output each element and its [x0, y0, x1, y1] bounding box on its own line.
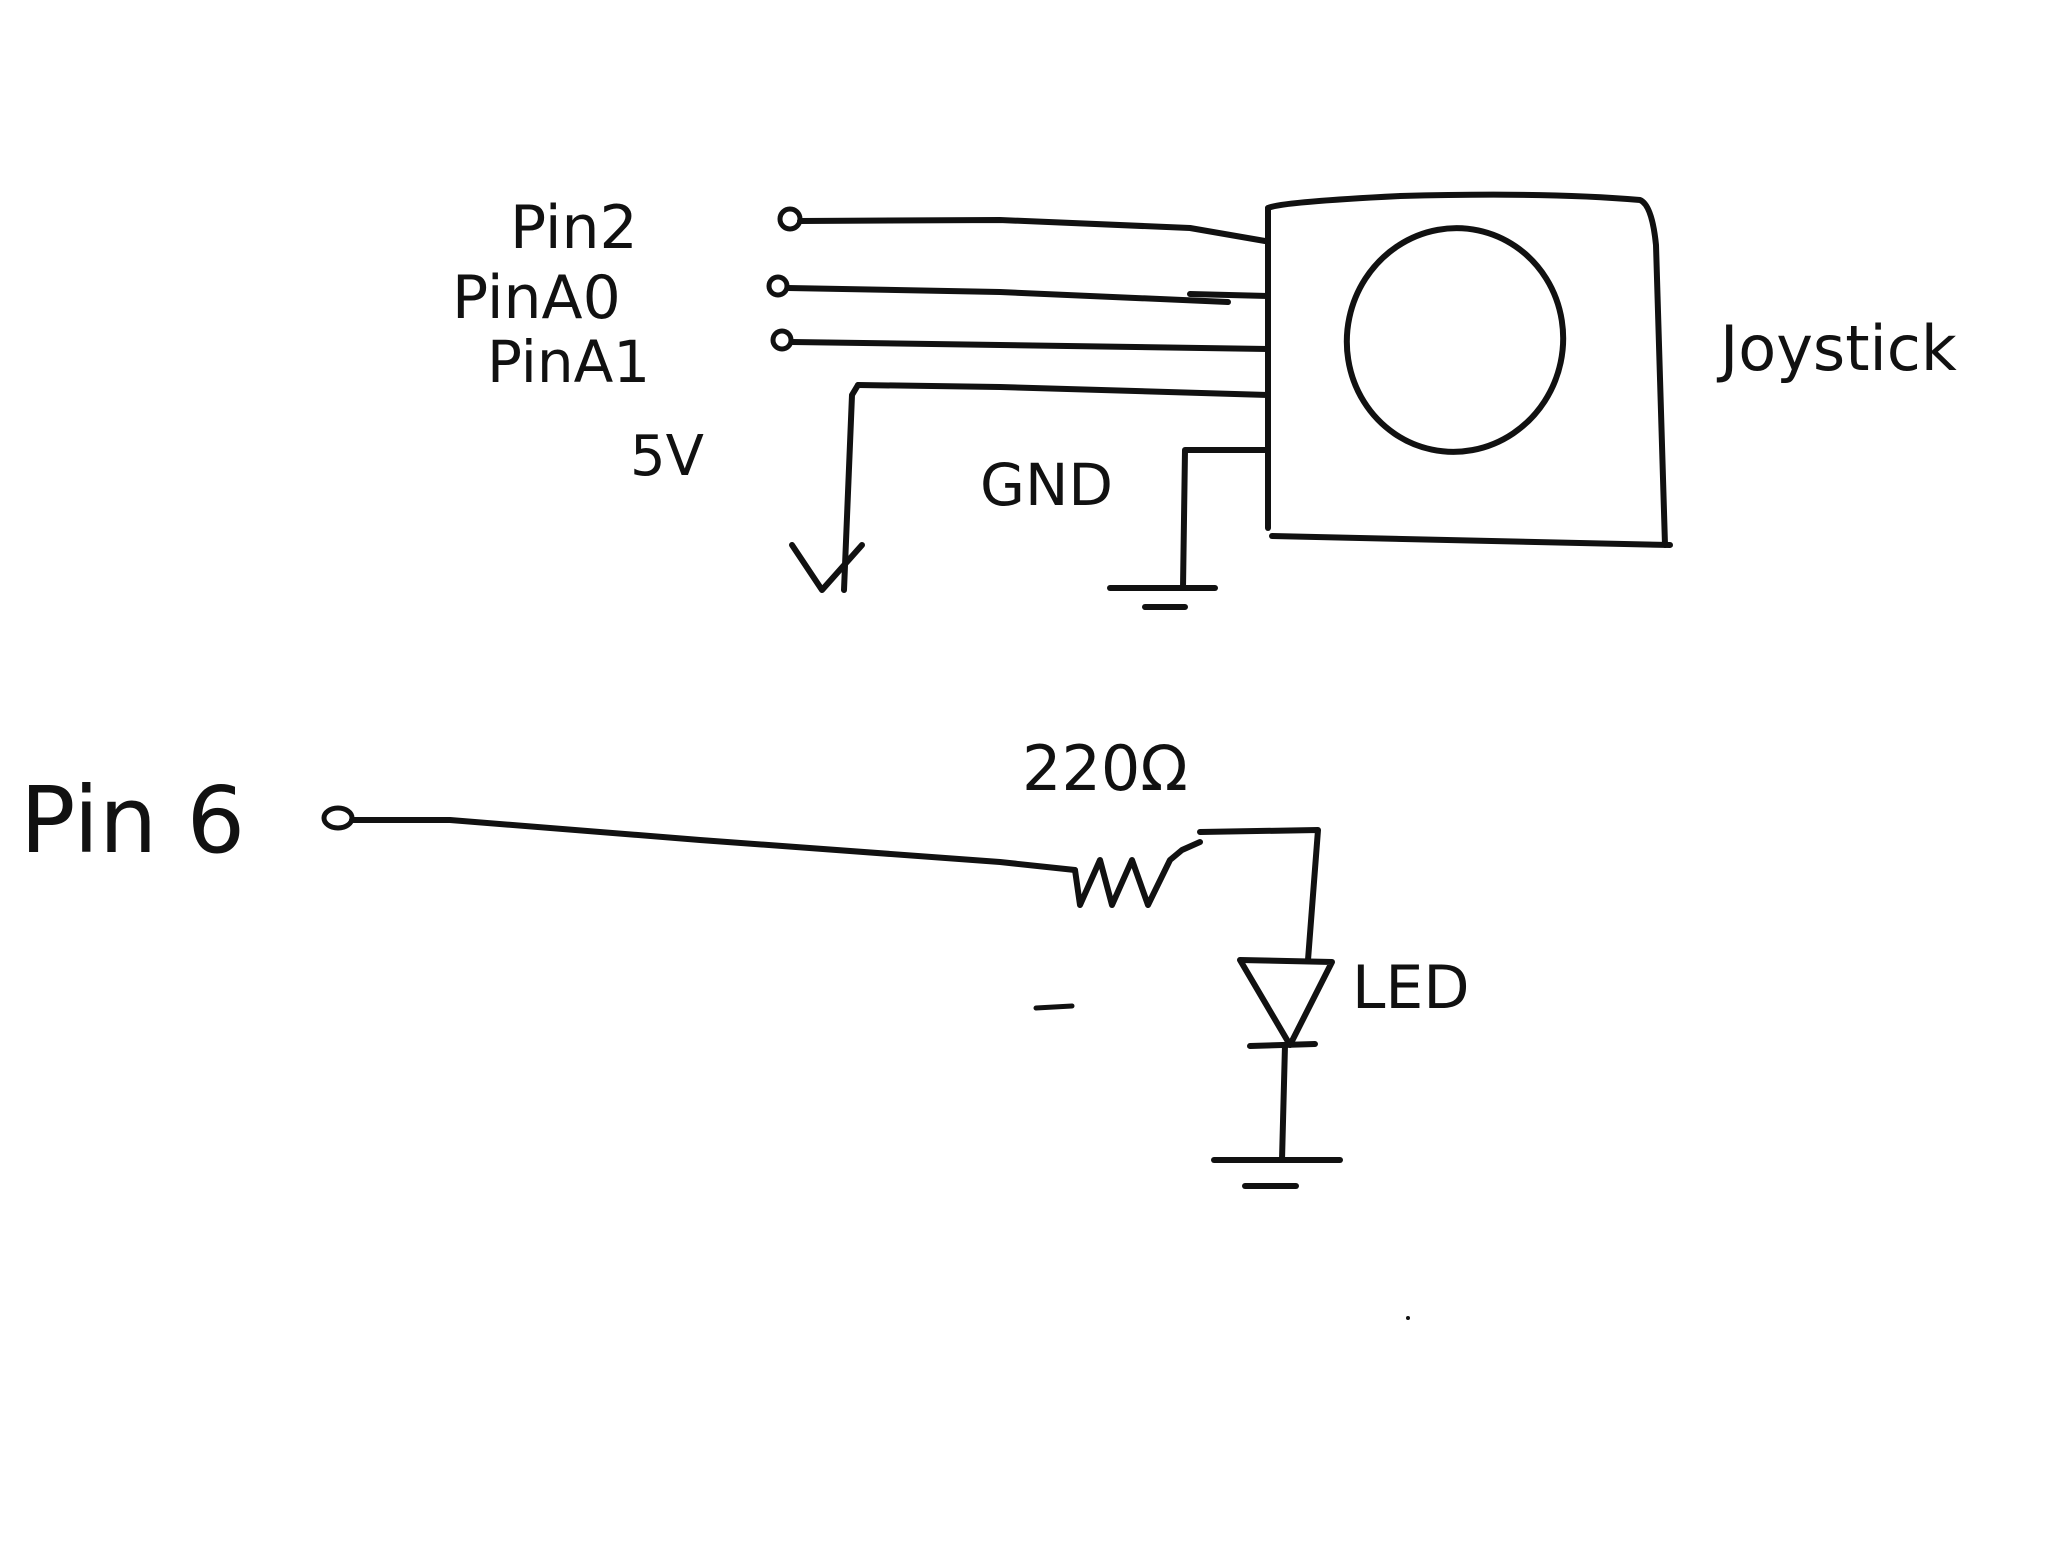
label-joystick: Joystick: [1716, 312, 1957, 385]
terminal-pin6: [321, 805, 355, 831]
wire-pina0-b: [1187, 291, 1271, 299]
ground-icon-top: [1107, 585, 1218, 610]
led-section: Pin 6 220Ω LED: [20, 732, 1470, 1320]
wire-pina0: [785, 285, 1231, 305]
wire-pin2: [797, 217, 1268, 244]
terminal-pina1: [770, 328, 794, 352]
wire-5v-drop: [841, 382, 861, 593]
terminal-pin2: [777, 206, 803, 232]
terminal-pina0: [766, 274, 790, 298]
supply-arrow-icon: [789, 542, 865, 593]
label-led: LED: [1352, 953, 1470, 1023]
label-resistor: 220Ω: [1022, 732, 1188, 805]
wire-resistor-led: [1197, 827, 1321, 963]
wire-5v: [855, 382, 1271, 398]
label-pin2: Pin2: [510, 193, 638, 263]
joystick-knob: [1343, 225, 1567, 455]
label-pina1: PinA1: [487, 328, 650, 396]
label-5v: 5V: [630, 424, 704, 489]
joystick-module-icon: [1265, 191, 1673, 548]
resistor-zigzag-icon: [1072, 839, 1203, 908]
wire-led-ground: [1279, 1042, 1288, 1163]
stray-dot: [1406, 1316, 1410, 1320]
label-pina0: PinA0: [452, 263, 621, 333]
label-gnd: GND: [980, 451, 1113, 519]
wire-pin6: [349, 817, 1078, 873]
label-pin6: Pin 6: [20, 767, 245, 874]
stray-dash: [1033, 1003, 1075, 1011]
ground-icon-bottom: [1211, 1157, 1343, 1189]
wire-pina1: [789, 339, 1271, 352]
wire-gnd: [1180, 447, 1271, 591]
joystick-section: Pin2 PinA0 PinA1 5V GND Joystick: [452, 191, 1957, 610]
diode-led-icon: [1237, 957, 1335, 1049]
